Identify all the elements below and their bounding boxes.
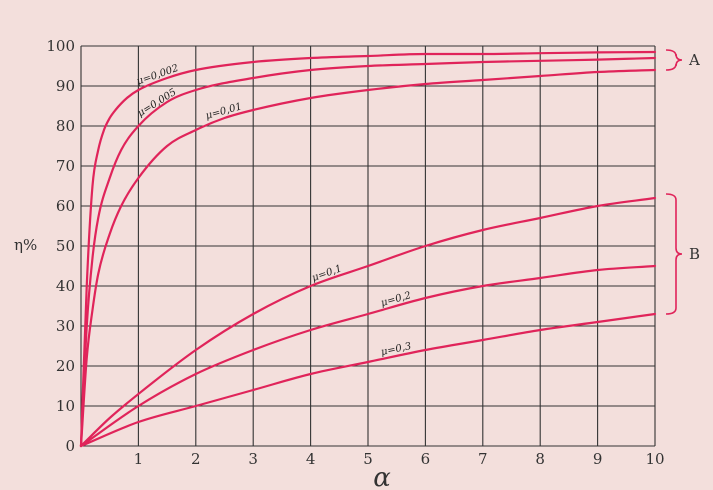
- y-tick-label: 80: [56, 117, 75, 135]
- group-label: B: [689, 245, 700, 263]
- group-brackets: AB: [665, 49, 700, 315]
- grid: [80, 45, 656, 447]
- x-tick-label: 9: [593, 450, 603, 468]
- y-tick-label: 60: [56, 197, 75, 215]
- y-tick-label: 10: [56, 397, 75, 415]
- curves: [79, 50, 657, 448]
- x-tick-label: 3: [248, 450, 258, 468]
- x-axis-label: α: [373, 463, 391, 490]
- tick-labels: 0 10 20 30 40 50 60 70 80 90 100 1 2 3 4 5 6 7 8 9 10: [46, 37, 664, 468]
- curve-line: [79, 68, 657, 448]
- x-tick-label: 10: [645, 450, 664, 468]
- y-tick-label: 40: [56, 277, 75, 295]
- y-tick-label: 30: [56, 317, 75, 335]
- group-label: A: [688, 51, 700, 69]
- curve-line: [79, 50, 657, 448]
- curve-line: [79, 264, 657, 448]
- y-tick-label: 90: [56, 77, 75, 95]
- curve-line: [79, 56, 657, 448]
- y-tick-label: 20: [56, 357, 75, 375]
- group-bracket: [665, 193, 683, 315]
- x-tick-label: 5: [363, 450, 373, 468]
- x-tick-label: 1: [134, 450, 144, 468]
- x-tick-label: 7: [478, 450, 488, 468]
- curve-line: [79, 312, 657, 448]
- group-bracket: [665, 49, 683, 71]
- y-tick-label: 100: [46, 37, 75, 55]
- x-tick-label: 4: [306, 450, 316, 468]
- y-tick-label: 70: [56, 157, 75, 175]
- x-tick-label: 8: [535, 450, 545, 468]
- x-tick-label: 2: [191, 450, 201, 468]
- y-tick-label: 0: [65, 437, 75, 455]
- y-tick-label: 50: [56, 237, 75, 255]
- x-tick-label: 6: [421, 450, 431, 468]
- curve-label: μ=0,002: [135, 63, 180, 88]
- curve-label: μ=0,005: [136, 87, 179, 119]
- y-axis-label: η%: [14, 236, 37, 254]
- curve-line: [79, 196, 657, 448]
